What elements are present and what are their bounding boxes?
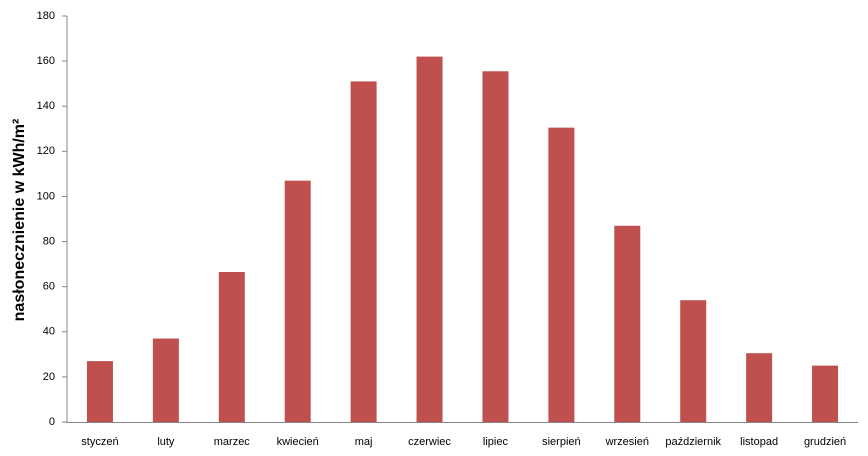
bar [152,338,179,422]
y-tick-label: 20 [43,371,55,383]
bar [416,56,443,422]
x-tick-label: czerwiec [408,436,451,448]
y-tick-label: 60 [43,281,55,293]
x-tick-label: listopad [740,436,778,448]
x-tick-label: wrzesień [605,436,649,448]
x-tick-label: maj [355,436,373,448]
bar [680,300,707,422]
y-tick-label: 100 [37,190,55,202]
bar [746,353,773,422]
x-tick-label: sierpień [542,436,581,448]
y-tick-label: 120 [37,145,55,157]
bar [86,361,113,422]
x-tick-label: grudzień [804,436,846,448]
y-tick-label: 140 [37,100,55,112]
bar [812,365,839,422]
x-tick-label: lipiec [483,436,509,448]
y-axis-label: nasłonecznienie w kWh/m² [11,119,28,322]
x-tick-label: styczeń [81,436,118,448]
x-tick-label: październik [665,436,721,448]
bar [218,272,245,422]
y-tick-label: 0 [49,416,55,428]
bar [350,81,377,423]
y-tick-label: 160 [37,55,55,67]
bar [482,71,509,422]
bar [284,180,311,422]
y-tick-label: 40 [43,326,55,338]
x-tick-label: kwiecień [277,436,319,448]
bar [614,225,641,422]
x-tick-label: luty [157,436,175,448]
y-tick-label: 180 [37,10,55,22]
bar [548,127,575,423]
y-tick-label: 80 [43,235,55,247]
x-tick-label: marzec [214,436,251,448]
